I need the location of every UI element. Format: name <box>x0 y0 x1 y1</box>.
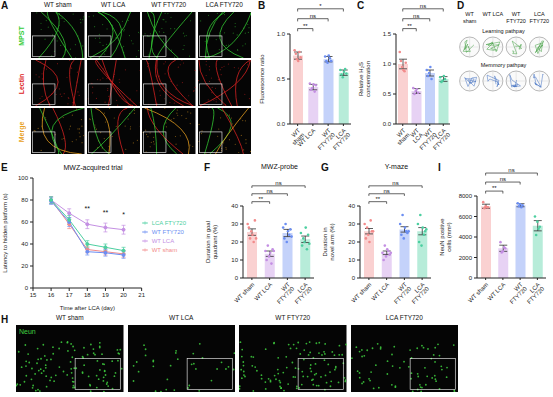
svg-text:0: 0 <box>25 285 29 291</box>
svg-text:20: 20 <box>21 263 28 269</box>
svg-text:WT sham: WT sham <box>467 281 489 303</box>
svg-text:*: * <box>319 3 322 9</box>
svg-text:100: 100 <box>18 175 29 181</box>
svg-text:**: ** <box>375 196 380 202</box>
svg-text:WT LCA: WT LCA <box>370 281 390 301</box>
svg-text:0: 0 <box>235 275 239 281</box>
svg-text:30: 30 <box>231 221 238 227</box>
svg-text:WT sham: WT sham <box>233 281 255 303</box>
svg-text:ns: ns <box>383 188 389 194</box>
svg-text:cells (mm²): cells (mm²) <box>446 222 452 252</box>
svg-text:0.0: 0.0 <box>277 121 286 127</box>
svg-text:80: 80 <box>21 197 28 203</box>
svg-text:WTFTY720: WTFTY720 <box>505 281 529 305</box>
svg-text:WTFTY720: WTFTY720 <box>272 281 296 305</box>
svg-text:8000: 8000 <box>459 193 473 199</box>
svg-text:ns: ns <box>413 13 419 19</box>
svg-text:40: 40 <box>348 203 355 209</box>
svg-text:60: 60 <box>21 219 28 225</box>
svg-text:Duration in: Duration in <box>322 227 328 256</box>
svg-text:WTsham: WTsham <box>392 127 411 146</box>
svg-text:4000: 4000 <box>459 234 473 240</box>
svg-text:**: ** <box>258 196 263 202</box>
svg-text:Latency to hidden platform (s): Latency to hidden platform (s) <box>2 193 8 272</box>
svg-text:**: ** <box>492 185 497 191</box>
svg-text:17: 17 <box>66 292 73 298</box>
svg-text:ns: ns <box>275 180 281 186</box>
svg-text:WTFTY720: WTFTY720 <box>389 281 413 305</box>
svg-text:*: * <box>122 211 125 218</box>
svg-text:0.5: 0.5 <box>277 76 286 82</box>
svg-text:15: 15 <box>30 292 37 298</box>
svg-text:0.5: 0.5 <box>383 91 392 97</box>
svg-text:2000: 2000 <box>459 255 473 261</box>
svg-text:40: 40 <box>21 241 28 247</box>
svg-text:20: 20 <box>348 239 355 245</box>
svg-text:**: ** <box>303 23 308 29</box>
svg-text:**: ** <box>85 205 91 212</box>
svg-text:19: 19 <box>102 292 109 298</box>
svg-text:MPST: MPST <box>18 26 25 46</box>
svg-text:WT LCA: WT LCA <box>296 127 316 147</box>
svg-text:20: 20 <box>231 239 238 245</box>
svg-text:ns: ns <box>310 13 316 19</box>
svg-text:ns: ns <box>266 188 272 194</box>
svg-text:WT sham: WT sham <box>350 281 372 303</box>
svg-text:10: 10 <box>231 257 238 263</box>
svg-text:LCAFTY720: LCAFTY720 <box>407 281 431 305</box>
svg-text:LCAFTY720: LCAFTY720 <box>328 127 352 151</box>
svg-text:Time after LCA (day): Time after LCA (day) <box>60 305 115 311</box>
svg-text:Neun: Neun <box>19 328 36 335</box>
svg-text:Merge: Merge <box>18 122 26 143</box>
svg-text:WT LCA: WT LCA <box>486 281 506 301</box>
svg-text:concentration: concentration <box>365 61 371 97</box>
svg-text:novel arm (%): novel arm (%) <box>329 223 335 260</box>
svg-text:ns: ns <box>508 167 514 173</box>
svg-text:Lectin: Lectin <box>18 74 25 95</box>
svg-text:NeuN positive: NeuN positive <box>439 218 445 256</box>
svg-text:WTLCA: WTLCA <box>407 127 424 144</box>
svg-text:40: 40 <box>231 203 238 209</box>
svg-text:WT LCA: WT LCA <box>253 281 273 301</box>
svg-text:Relative H₂S: Relative H₂S <box>358 62 364 96</box>
svg-text:1.5: 1.5 <box>383 31 392 37</box>
svg-text:ns: ns <box>392 180 398 186</box>
svg-text:Duration in goal: Duration in goal <box>205 221 211 263</box>
svg-text:LCAFTY720: LCAFTY720 <box>428 127 452 151</box>
svg-text:1.0: 1.0 <box>383 61 392 67</box>
svg-text:0: 0 <box>469 275 473 281</box>
svg-text:0.0: 0.0 <box>383 121 392 127</box>
svg-text:16: 16 <box>48 292 55 298</box>
svg-text:ns: ns <box>500 176 506 182</box>
svg-text:0: 0 <box>352 275 356 281</box>
svg-text:10: 10 <box>348 257 355 263</box>
svg-text:20: 20 <box>120 292 127 298</box>
svg-text:6000: 6000 <box>459 214 473 220</box>
svg-text:LCAFTY720: LCAFTY720 <box>522 281 546 305</box>
svg-text:LCAFTY720: LCAFTY720 <box>290 281 314 305</box>
svg-text:**: ** <box>407 23 412 29</box>
svg-text:**: ** <box>103 209 109 216</box>
svg-text:18: 18 <box>84 292 91 298</box>
svg-text:30: 30 <box>348 221 355 227</box>
svg-text:quadrant (%): quadrant (%) <box>212 225 218 260</box>
svg-text:Fluorescence ratio: Fluorescence ratio <box>259 54 265 104</box>
svg-text:21: 21 <box>138 292 145 298</box>
svg-text:ns: ns <box>420 3 426 9</box>
svg-text:1.0: 1.0 <box>277 31 286 37</box>
